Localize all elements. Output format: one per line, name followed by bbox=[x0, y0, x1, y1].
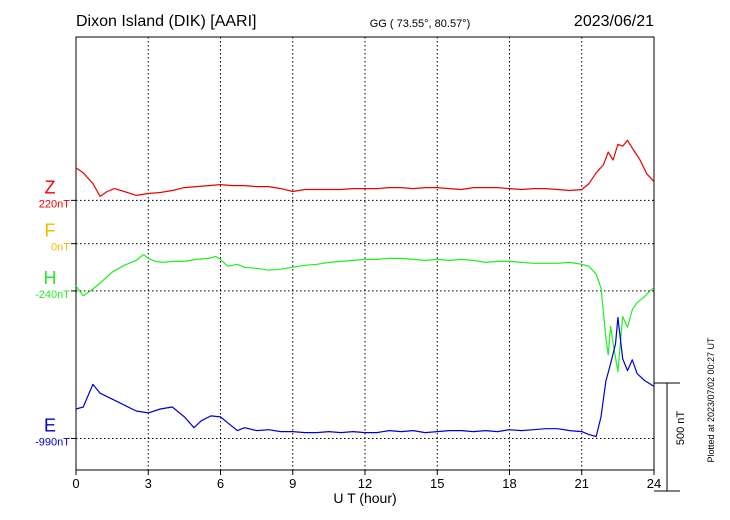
x-tick-label: 0 bbox=[72, 476, 79, 491]
series-name-H: H bbox=[44, 268, 57, 288]
x-axis-title: U T (hour) bbox=[333, 490, 396, 506]
x-tick-label: 9 bbox=[289, 476, 296, 491]
x-axis: 0 3 6 9 12 15 18 21 24 bbox=[72, 470, 661, 491]
coordinates-label: GG ( 73.55°, 80.57°) bbox=[370, 18, 471, 30]
plotted-timestamp: Plotted at 2023/07/02 00:27 UT bbox=[706, 337, 716, 463]
series-baseline-F: 0nT bbox=[51, 242, 70, 254]
series-name-F: F bbox=[45, 221, 56, 241]
series-lines bbox=[75, 139, 655, 438]
station-title: Dixon Island (DIK) [AARI] bbox=[76, 13, 257, 30]
x-tick-label: 24 bbox=[647, 476, 661, 491]
series-line-E bbox=[75, 316, 655, 438]
series-line-Z bbox=[75, 139, 655, 197]
date-label: 2023/06/21 bbox=[574, 13, 654, 30]
x-tick-label: 21 bbox=[575, 476, 589, 491]
x-tick-label: 6 bbox=[217, 476, 224, 491]
series-name-Z: Z bbox=[45, 177, 56, 197]
scale-bar-label: 500 nT bbox=[675, 411, 687, 446]
series-baseline-E: -990nT bbox=[35, 437, 70, 449]
grid bbox=[147, 37, 583, 470]
x-tick-label: 15 bbox=[430, 476, 444, 491]
scale-bar: 500 nT bbox=[654, 382, 687, 492]
x-tick-label: 18 bbox=[502, 476, 516, 491]
x-tick-label: 3 bbox=[145, 476, 152, 491]
series-baseline-Z: 220nT bbox=[39, 198, 70, 210]
series-baseline-H: -240nT bbox=[35, 289, 70, 301]
x-tick-label: 12 bbox=[358, 476, 372, 491]
series-line-H bbox=[75, 253, 655, 373]
series-name-E: E bbox=[44, 416, 56, 436]
baselines bbox=[71, 199, 654, 440]
